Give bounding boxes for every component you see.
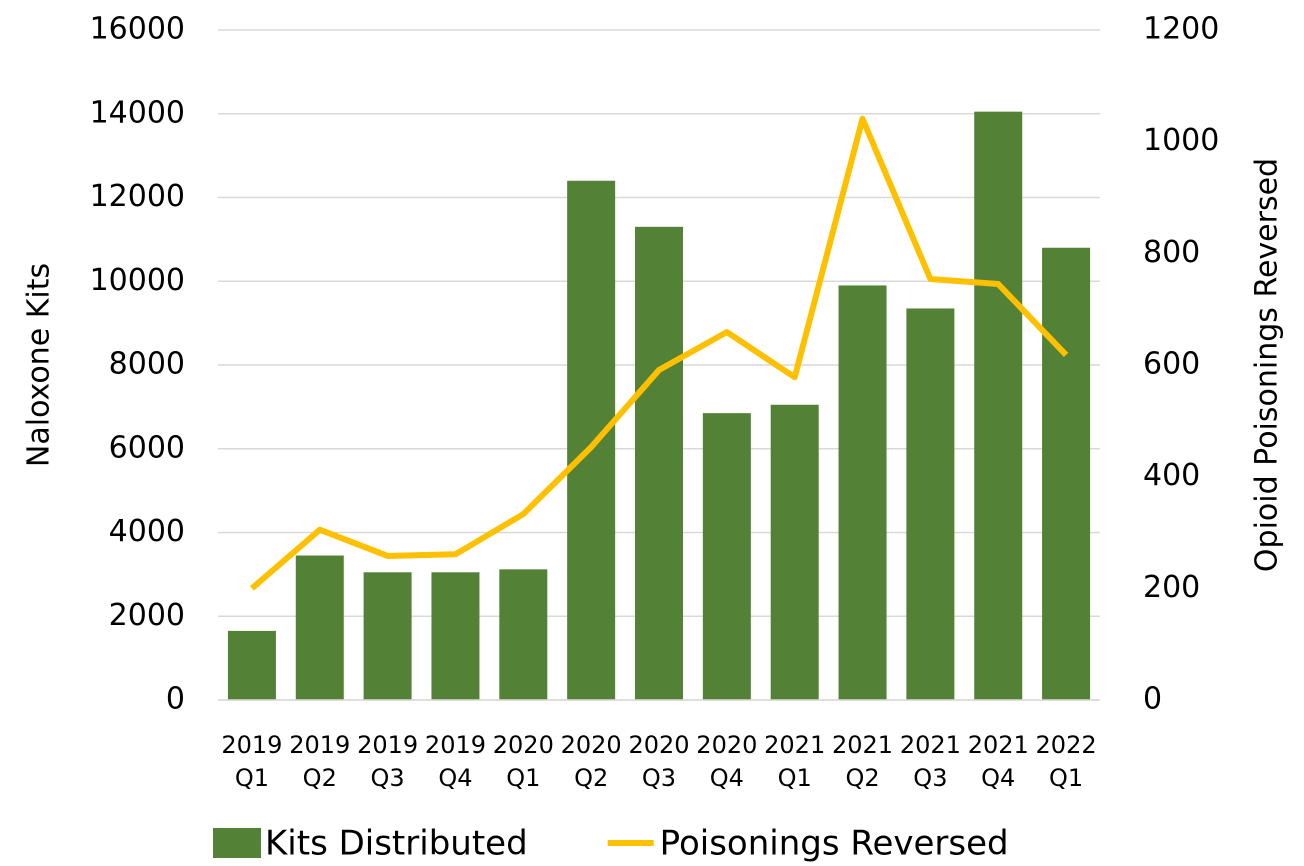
x-tick-label: Q3 [913, 764, 947, 792]
bar [499, 569, 548, 700]
bar [702, 413, 751, 700]
bar [974, 111, 1023, 700]
y2-tick-label: 1200 [1143, 12, 1219, 47]
y-tick-label: 6000 [109, 430, 185, 465]
x-tick-label: 2020 [628, 731, 689, 759]
legend-label: Kits Distributed [265, 824, 528, 864]
x-tick-label: 2019 [289, 731, 350, 759]
bar [1042, 247, 1091, 700]
x-tick-label: 2021 [764, 731, 825, 759]
bar [227, 630, 276, 700]
x-tick-label: Q2 [574, 764, 608, 792]
legend-label: Poisonings Reversed [660, 824, 1009, 864]
x-tick-label: Q1 [1049, 764, 1083, 792]
y-tick-label: 12000 [90, 179, 185, 214]
x-tick-label: 2022 [1036, 731, 1097, 759]
x-tick-label: Q1 [506, 764, 540, 792]
y-tick-label: 10000 [90, 263, 185, 298]
y-tick-label: 8000 [109, 347, 185, 382]
y2-axis-title: Opioid Poisonings Reversed [1250, 158, 1285, 572]
bar [431, 572, 480, 700]
x-tick-label: 2021 [832, 731, 893, 759]
y2-tick-label: 200 [1143, 570, 1200, 605]
x-tick-label: Q3 [371, 764, 405, 792]
y2-tick-label: 800 [1143, 235, 1200, 270]
x-tick-label: 2020 [561, 731, 622, 759]
line [249, 115, 1069, 591]
bar [363, 572, 412, 700]
x-tick-label: 2019 [357, 731, 418, 759]
y2-tick-label: 400 [1143, 458, 1200, 493]
y-axis-title: Naloxone Kits [22, 263, 57, 467]
y2-tick-label: 1000 [1143, 123, 1219, 158]
x-tick-label: 2021 [900, 731, 961, 759]
bar [838, 285, 887, 700]
x-tick-label: Q3 [642, 764, 676, 792]
bar [635, 226, 683, 700]
y-tick-label: 2000 [109, 598, 185, 633]
x-tick-label: Q2 [845, 764, 879, 792]
x-tick-label: Q1 [778, 764, 812, 792]
x-tick-label: Q4 [710, 764, 744, 792]
x-tick-label: 2021 [968, 731, 1029, 759]
x-tick-label: 2019 [221, 731, 282, 759]
bar [906, 308, 955, 700]
x-tick-label: 2019 [425, 731, 486, 759]
y-tick-label: 0 [166, 682, 185, 717]
x-tick-label: Q4 [438, 764, 472, 792]
y-tick-label: 4000 [109, 514, 185, 549]
y2-tick-label: 600 [1143, 347, 1200, 382]
x-tick-label: Q1 [235, 764, 269, 792]
x-tick-label: Q4 [981, 764, 1015, 792]
x-tick-label: 2020 [696, 731, 757, 759]
y-tick-label: 14000 [90, 95, 185, 130]
bar [770, 404, 819, 700]
y-tick-label: 16000 [90, 12, 185, 47]
bar [295, 555, 344, 700]
y2-tick-label: 0 [1143, 682, 1162, 717]
x-tick-label: Q2 [303, 764, 337, 792]
legend-swatch [213, 828, 261, 858]
bar [567, 180, 616, 700]
x-tick-label: 2020 [493, 731, 554, 759]
